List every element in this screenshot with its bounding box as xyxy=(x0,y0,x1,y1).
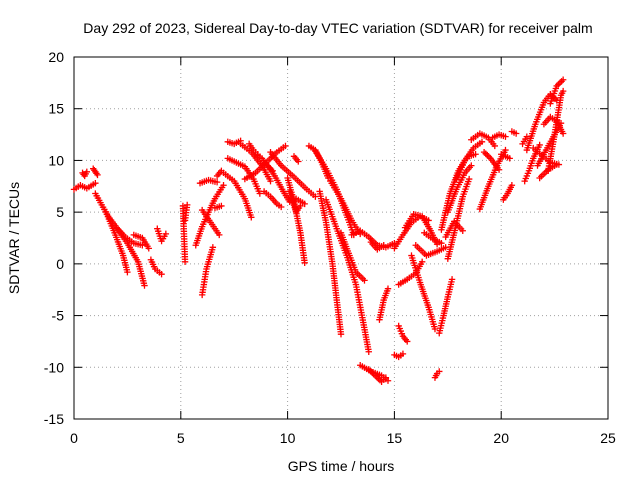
chart-title: Day 292 of 2023, Sidereal Day-to-day VTE… xyxy=(83,20,592,36)
data-point xyxy=(553,161,560,168)
data-point xyxy=(502,146,509,154)
data-point xyxy=(181,258,189,265)
y-tick-label: 20 xyxy=(48,49,64,65)
y-tick-label: -10 xyxy=(44,359,64,375)
data-point xyxy=(220,182,227,189)
data-point xyxy=(404,338,411,345)
data-point xyxy=(124,268,131,276)
data-point xyxy=(559,76,567,83)
data-point xyxy=(361,277,368,284)
y-axis-label: SDTVAR / TECUs xyxy=(6,182,22,294)
data-point xyxy=(295,158,302,165)
data-point xyxy=(495,166,503,173)
data-point xyxy=(365,348,372,355)
data-point xyxy=(384,285,392,292)
plot-frame xyxy=(73,56,609,420)
data-point xyxy=(277,203,285,211)
x-tick-label: 20 xyxy=(493,430,509,446)
grid-layer xyxy=(74,57,608,419)
y-tick-label: 5 xyxy=(56,204,64,220)
data-point xyxy=(282,142,289,150)
data-point xyxy=(256,190,264,197)
data-point xyxy=(478,138,486,146)
data-marks xyxy=(70,76,567,385)
data-point xyxy=(448,276,456,283)
data-point xyxy=(145,245,152,252)
data-point xyxy=(301,259,308,267)
data-point xyxy=(502,133,509,140)
data-point xyxy=(523,133,531,140)
y-tick-label: -5 xyxy=(52,308,65,324)
data-point xyxy=(301,200,308,208)
data-point xyxy=(472,151,479,158)
data-point xyxy=(209,244,217,251)
data-point xyxy=(382,374,390,381)
data-point xyxy=(218,202,225,210)
data-point xyxy=(248,214,255,221)
data-point xyxy=(162,230,170,238)
y-tick-label: 15 xyxy=(48,101,64,117)
y-tick-label: -15 xyxy=(44,411,64,427)
data-point xyxy=(83,168,91,176)
data-point xyxy=(559,130,567,137)
x-tick-label: 15 xyxy=(387,430,403,446)
data-point xyxy=(512,130,520,137)
data-point xyxy=(436,368,443,375)
data-point xyxy=(468,162,475,169)
x-tick-label: 5 xyxy=(177,430,185,446)
data-point xyxy=(536,141,543,149)
data-point xyxy=(216,231,223,239)
data-point xyxy=(438,239,445,247)
y-tick-label: 10 xyxy=(48,152,64,168)
x-tick-label: 0 xyxy=(70,430,78,446)
data-point xyxy=(491,142,498,150)
data-point xyxy=(184,201,191,209)
data-point xyxy=(418,258,426,265)
data-point xyxy=(399,350,407,358)
data-point xyxy=(506,155,513,162)
data-point xyxy=(158,271,165,278)
x-tick-label: 25 xyxy=(600,430,616,446)
x-axis-label: GPS time / hours xyxy=(288,458,395,474)
y-tick-label: 0 xyxy=(56,256,64,272)
data-point xyxy=(94,171,101,179)
data-point xyxy=(559,87,567,95)
data-point xyxy=(267,177,274,185)
tick-layer: 0 5 10 15 20 25 -15 -10 -5 0 5 10 15 20 xyxy=(44,49,616,446)
x-tick-label: 10 xyxy=(280,430,296,446)
data-point xyxy=(213,178,221,186)
data-point xyxy=(465,175,473,183)
data-point xyxy=(459,227,466,234)
data-point xyxy=(431,325,439,333)
data-point xyxy=(337,330,345,338)
data-point xyxy=(380,242,387,249)
data-point xyxy=(141,282,148,289)
data-point xyxy=(92,179,99,187)
data-point xyxy=(508,182,516,189)
